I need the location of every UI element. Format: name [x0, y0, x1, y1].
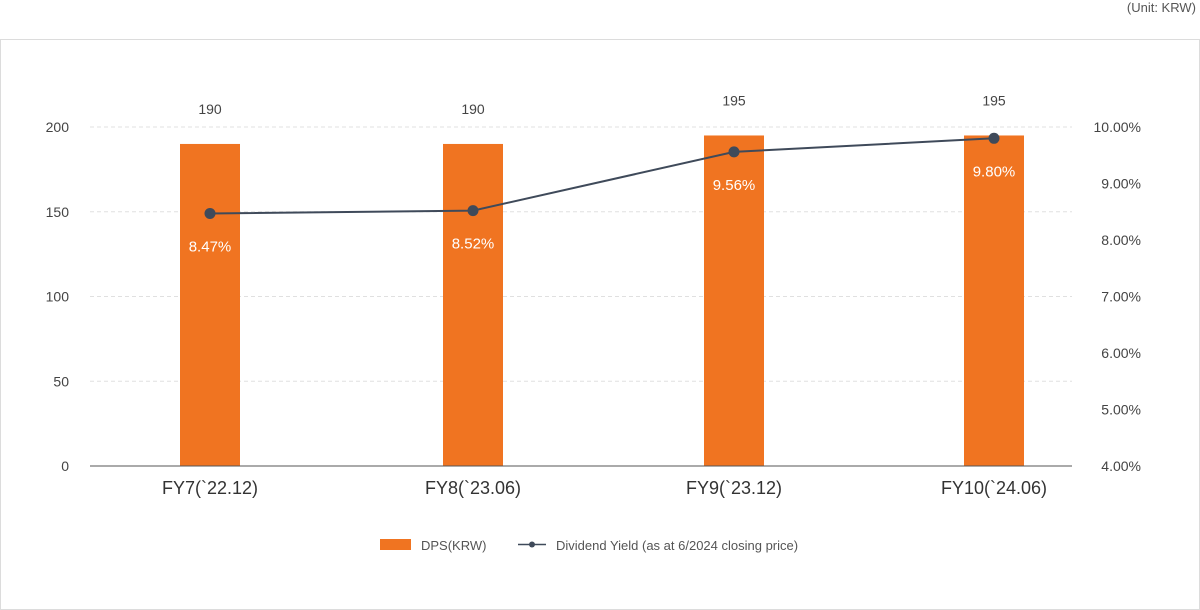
legend-dps-swatch: [380, 539, 411, 550]
x-tick-label: FY9(`23.12): [686, 478, 782, 498]
dps-value-label: 190: [461, 101, 485, 117]
x-tick-label: FY8(`23.06): [425, 478, 521, 498]
y-right-tick-label: 9.00%: [1101, 176, 1141, 192]
y-left-tick-label: 150: [46, 204, 70, 220]
legend-yield-label: Dividend Yield (as at 6/2024 closing pri…: [556, 538, 798, 553]
unit-note: (Unit: KRW): [1126, 0, 1196, 15]
yield-value-label: 9.56%: [713, 177, 756, 194]
y-left-tick-label: 200: [46, 119, 70, 135]
y-right-tick-label: 4.00%: [1101, 458, 1141, 474]
yield-point: [467, 205, 479, 217]
dps-bar: [964, 135, 1024, 466]
dps-bar: [443, 143, 503, 466]
dps-value-label: 190: [198, 101, 222, 117]
y-right-tick-label: 5.00%: [1101, 402, 1141, 418]
dps-bar: [704, 135, 764, 466]
x-tick-label: FY10(`24.06): [941, 478, 1047, 498]
yield-line: [209, 137, 995, 215]
y-right-tick-label: 6.00%: [1101, 345, 1141, 361]
legend-yield-marker: [529, 541, 535, 548]
yield-point: [988, 132, 1000, 144]
y-right-tick-label: 10.00%: [1094, 119, 1141, 135]
yield-point: [728, 146, 740, 158]
y-right-tick-label: 8.00%: [1101, 232, 1141, 248]
legend-dps-label: DPS(KRW): [421, 538, 486, 553]
dps-value-label: 195: [982, 92, 1006, 108]
yield-value-label: 8.52%: [452, 236, 495, 253]
yield-value-label: 8.47%: [189, 238, 232, 255]
dps-value-label: 195: [722, 92, 746, 108]
dps-bar: [180, 143, 240, 466]
y-right-tick-label: 7.00%: [1101, 289, 1141, 305]
y-left-tick-label: 0: [61, 458, 69, 474]
yield-point: [204, 207, 216, 219]
yield-value-label: 9.80%: [973, 163, 1016, 180]
y-left-tick-label: 50: [53, 373, 69, 389]
y-left-tick-label: 100: [46, 289, 70, 305]
x-tick-label: FY7(`22.12): [162, 478, 258, 498]
